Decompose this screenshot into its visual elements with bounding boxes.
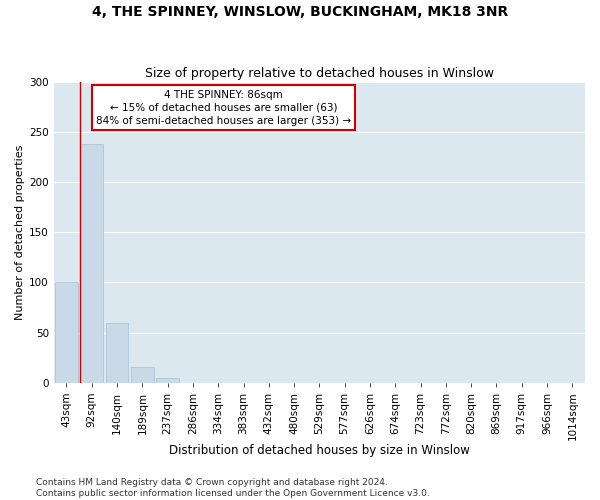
Bar — [55, 282, 78, 382]
Y-axis label: Number of detached properties: Number of detached properties — [15, 144, 25, 320]
Bar — [106, 322, 128, 382]
Text: 4 THE SPINNEY: 86sqm
← 15% of detached houses are smaller (63)
84% of semi-detac: 4 THE SPINNEY: 86sqm ← 15% of detached h… — [96, 90, 352, 126]
Bar — [131, 366, 154, 382]
Bar — [80, 144, 103, 382]
X-axis label: Distribution of detached houses by size in Winslow: Distribution of detached houses by size … — [169, 444, 470, 458]
Text: 4, THE SPINNEY, WINSLOW, BUCKINGHAM, MK18 3NR: 4, THE SPINNEY, WINSLOW, BUCKINGHAM, MK1… — [92, 5, 508, 19]
Title: Size of property relative to detached houses in Winslow: Size of property relative to detached ho… — [145, 66, 494, 80]
Text: Contains HM Land Registry data © Crown copyright and database right 2024.
Contai: Contains HM Land Registry data © Crown c… — [36, 478, 430, 498]
Bar — [156, 378, 179, 382]
